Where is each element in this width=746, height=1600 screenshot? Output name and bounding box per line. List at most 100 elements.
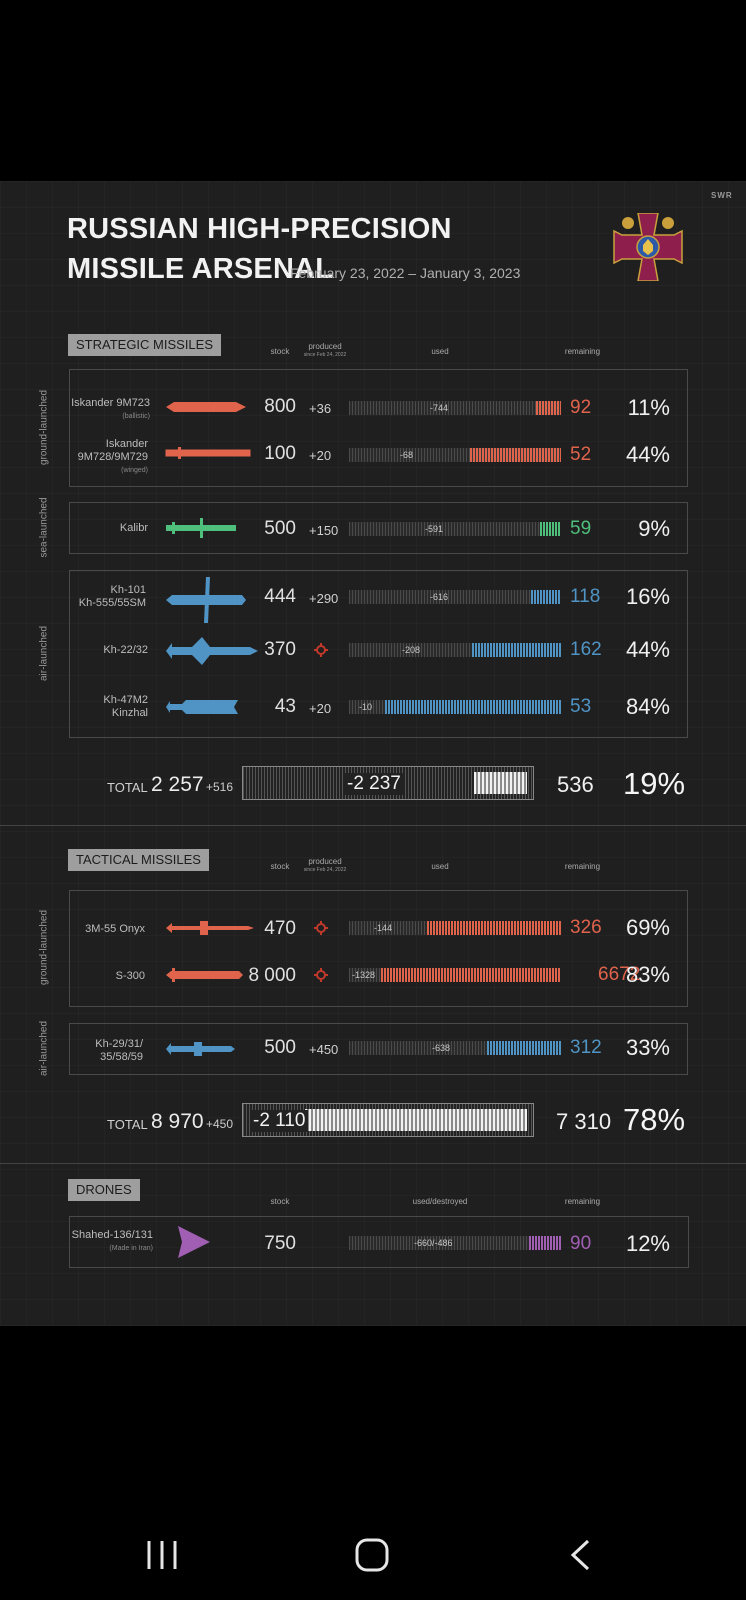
used-bar <box>349 522 561 536</box>
recents-icon[interactable] <box>146 1540 180 1570</box>
row-name: S-300 <box>115 970 145 982</box>
remaining-fill <box>385 700 561 714</box>
header-produced-since: since Feb 24, 2022 <box>303 867 347 873</box>
used-value: -591 <box>425 524 444 534</box>
panel-air-launched <box>69 1023 688 1075</box>
remaining-value: 312 <box>570 1037 602 1058</box>
group-air-launched: air-launched <box>38 625 50 682</box>
missile-icon <box>166 402 246 412</box>
used-bar <box>349 590 561 604</box>
group-air-launched: air-launched <box>38 1020 50 1077</box>
used-value: -144 <box>374 923 393 933</box>
remaining-value: 326 <box>570 917 602 938</box>
remaining-fill <box>427 921 561 935</box>
used-bar <box>349 1041 561 1055</box>
remaining-fill <box>471 643 561 657</box>
remaining-fill <box>380 968 561 982</box>
remaining-value: 53 <box>570 696 592 717</box>
stock-value: 370 <box>264 639 296 660</box>
stock-value: 43 <box>274 696 296 717</box>
strategic-label: STRATEGIC MISSILES <box>68 334 222 356</box>
percent-value: 83% <box>625 962 670 987</box>
used-bar <box>349 643 561 657</box>
row-name: Iskander 9M723 (ballistic) <box>71 397 150 420</box>
stock-value: 444 <box>264 586 296 607</box>
total-produced: +450 <box>206 1117 234 1131</box>
title-line1: RUSSIAN HIGH-PRECISION <box>67 213 452 245</box>
percent-value: 84% <box>625 694 670 719</box>
missile-icon <box>166 921 254 935</box>
missile-icon <box>166 968 243 982</box>
row-name: Kh-29/31/35/58/59 <box>95 1038 143 1063</box>
total-used: -2 237 <box>344 773 404 795</box>
percent-value: 11% <box>627 395 670 420</box>
remaining-fill <box>486 1041 561 1055</box>
header-produced: produced <box>308 857 342 866</box>
header-stock: stock <box>270 1197 290 1206</box>
remaining-value: 90 <box>570 1233 592 1254</box>
brand-mark: SWR <box>711 191 733 200</box>
produced-value: +150 <box>309 523 339 538</box>
stock-value: 8 000 <box>248 965 296 986</box>
stock-value: 500 <box>264 518 296 539</box>
date-range: February 23, 2022 – January 3, 2023 <box>290 265 521 281</box>
percent-value: 33% <box>625 1035 670 1060</box>
used-value: -1328 <box>352 970 376 980</box>
percent-value: 16% <box>625 584 670 609</box>
remaining-value: 162 <box>570 639 602 660</box>
factory-destroyed-icon <box>314 921 328 935</box>
missile-icon <box>165 447 251 459</box>
tactical-label: TACTICAL MISSILES <box>68 849 209 871</box>
title-line2: MISSILE ARSENAL <box>67 253 334 285</box>
panel-sea-launched <box>69 502 688 554</box>
total-stock: 2 257 <box>151 773 204 796</box>
home-icon[interactable] <box>355 1538 389 1572</box>
used-value: -660/-486 <box>414 1238 453 1248</box>
factory-destroyed-icon <box>314 968 328 982</box>
total-label: TOTAL <box>107 780 148 795</box>
percent-value: 44% <box>625 442 670 467</box>
infographic: RUSSIAN HIGH-PRECISION MISSILE ARSENAL F… <box>0 181 746 1326</box>
remaining-fill <box>529 1236 561 1250</box>
remaining-value: 6672 <box>598 964 641 985</box>
produced-value: +290 <box>309 591 339 606</box>
row-name: Kh-47M2 Kinzhal <box>103 694 148 719</box>
row-name: Kh-22/32 <box>103 644 148 656</box>
missile-icon <box>166 518 236 538</box>
percent-value: 9% <box>638 516 670 541</box>
percent-value: 12% <box>625 1231 670 1256</box>
total-remaining: 536 <box>557 772 594 797</box>
header-remaining: remaining <box>564 862 601 871</box>
row-name: 3M-55 Onyx <box>85 923 145 935</box>
drones-label: DRONES <box>68 1179 140 1201</box>
used-bar <box>349 401 561 415</box>
produced-value: +450 <box>309 1042 339 1057</box>
panel-air-launched <box>69 570 688 738</box>
header-remaining: remaining <box>564 1197 601 1206</box>
remaining-value: 118 <box>570 586 601 607</box>
row-name: Kh-101 Kh-555/55SM <box>78 584 146 609</box>
percent-value: 44% <box>625 637 670 662</box>
back-icon[interactable] <box>570 1539 592 1571</box>
total-produced: +516 <box>206 780 234 794</box>
used-value: -744 <box>430 403 449 413</box>
total-stock: 8 970 <box>151 1110 204 1133</box>
percent-value: 69% <box>625 915 670 940</box>
section-divider <box>0 1163 746 1164</box>
produced-value: +36 <box>309 401 332 416</box>
section-divider <box>0 825 746 826</box>
remaining-fill <box>531 590 561 604</box>
total-remaining-fill <box>474 772 527 794</box>
missile-icon <box>166 1042 235 1056</box>
stock-value: 470 <box>264 918 296 939</box>
header-used: used <box>431 862 449 871</box>
group-sea-launched: sea-launched <box>38 497 50 558</box>
header-stock: stock <box>270 347 290 356</box>
system-navigation-bar <box>0 1500 746 1600</box>
stock-value: 750 <box>264 1233 296 1254</box>
used-bar <box>349 700 561 714</box>
factory-destroyed-icon <box>314 643 328 657</box>
remaining-value: 92 <box>570 397 592 418</box>
used-value: -68 <box>400 450 414 460</box>
stock-value: 100 <box>264 443 296 464</box>
